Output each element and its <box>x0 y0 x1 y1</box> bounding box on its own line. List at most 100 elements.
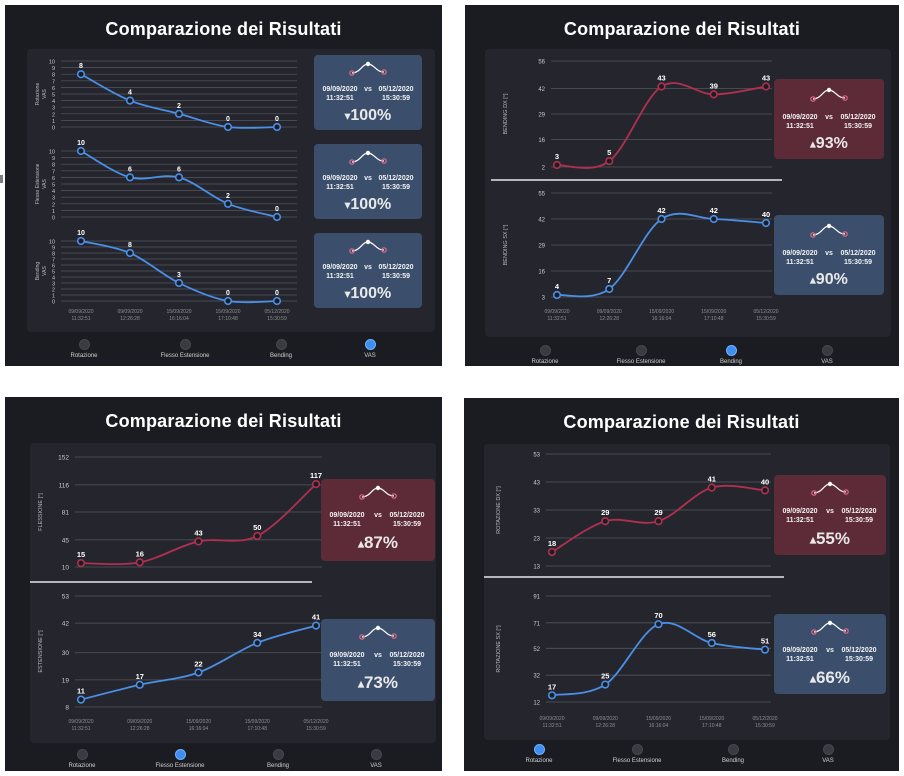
data-point[interactable] <box>605 157 614 166</box>
y-axis-label: VAS <box>42 266 48 276</box>
data-point[interactable] <box>657 82 666 91</box>
data-point[interactable] <box>76 70 86 79</box>
comparison-card[interactable]: 09/09/2020 11:32:51 vs 05/12/2020 15:30:59 ▴9… <box>774 215 884 295</box>
data-point[interactable] <box>311 480 321 489</box>
data-point[interactable] <box>253 531 262 541</box>
comparison-card[interactable]: 09/09/2020 11:32:51 vs 05/12/2020 15:30:59 ▴7… <box>321 619 435 701</box>
tab-bending[interactable]: Bending <box>693 744 773 764</box>
data-label: 41 <box>312 613 320 622</box>
data-point[interactable] <box>272 296 282 306</box>
percent-change: ▾100% <box>314 196 422 214</box>
data-point[interactable] <box>174 278 184 288</box>
tab-bar: Rotazione Flesso Estensione Bending VAS <box>5 339 442 366</box>
data-point[interactable] <box>174 109 184 118</box>
data-point[interactable] <box>311 621 321 630</box>
x-tick-label: 15/09/2020 <box>701 309 726 315</box>
tab-bending[interactable]: Bending <box>691 345 771 365</box>
data-point[interactable] <box>272 212 282 222</box>
data-point[interactable] <box>601 680 610 689</box>
data-point[interactable] <box>253 638 262 647</box>
tab-label: VAS <box>822 758 834 764</box>
data-point[interactable] <box>761 218 771 228</box>
y-tick-label: 7 <box>52 169 55 175</box>
x-tick-label: 15/09/2020 <box>649 309 674 315</box>
tab-bending[interactable]: Bending <box>238 749 318 769</box>
comparison-card[interactable]: 09/09/2020 11:32:51 vs 05/12/2020 15:30:59 ▴6… <box>774 614 886 694</box>
percent-change: ▾100% <box>314 107 422 125</box>
comparison-card[interactable]: 09/09/2020 11:32:51 vs 05/12/2020 15:30:59 ▾1… <box>314 233 422 308</box>
tab-rotazione[interactable]: Rotazione <box>505 345 585 365</box>
data-point[interactable] <box>760 645 770 654</box>
x-tick-label: 17:10:48 <box>702 723 722 729</box>
data-point[interactable] <box>223 122 233 132</box>
data-point[interactable] <box>174 173 184 182</box>
to-time: 15:30:59 <box>844 517 874 524</box>
tab-rotazione[interactable]: Rotazione <box>44 339 124 359</box>
data-point[interactable] <box>707 638 716 648</box>
arrow-up-icon: ▴ <box>810 671 816 686</box>
y-tick-label: 10 <box>49 60 55 66</box>
data-point[interactable] <box>76 146 86 156</box>
tab-flesso-estensione[interactable]: Flesso Estensione <box>145 339 225 359</box>
data-point[interactable] <box>223 199 233 208</box>
data-point[interactable] <box>709 90 718 99</box>
trend-icon <box>349 239 387 254</box>
tab-flesso-estensione[interactable]: Flesso Estensione <box>597 744 677 764</box>
data-point[interactable] <box>657 214 666 224</box>
comparison-card[interactable]: 09/09/2020 11:32:51 vs 05/12/2020 15:30:59 ▾1… <box>314 55 422 130</box>
comparison-card[interactable]: 09/09/2020 11:32:51 vs 05/12/2020 15:30:59 ▴5… <box>774 475 886 555</box>
y-axis-label: ESTENSIONE [°] <box>38 630 44 673</box>
data-point[interactable] <box>547 547 557 557</box>
from-time: 11:32:51 <box>786 656 814 663</box>
x-axis: 09/09/202011:32:5109/09/202012:26:2815/0… <box>539 716 777 729</box>
tab-flesso-estensione[interactable]: Flesso Estensione <box>140 749 220 769</box>
data-point[interactable] <box>552 290 562 300</box>
tab-vas[interactable]: VAS <box>787 345 867 365</box>
tab-vas[interactable]: VAS <box>330 339 410 359</box>
data-point[interactable] <box>135 680 144 689</box>
tab-rotazione[interactable]: Rotazione <box>42 749 122 769</box>
data-label: 4 <box>128 90 132 97</box>
data-point[interactable] <box>194 668 203 677</box>
data-point[interactable] <box>552 160 562 170</box>
from-date: 09/09/2020 <box>329 652 365 659</box>
tab-vas[interactable]: VAS <box>788 744 868 764</box>
comparison-card[interactable]: 09/09/2020 11:32:51 vs 05/12/2020 15:30:59 ▾1… <box>314 144 422 219</box>
data-point[interactable] <box>125 173 135 182</box>
data-point[interactable] <box>76 236 86 246</box>
x-tick-label: 05/12/2020 <box>303 719 328 725</box>
data-point[interactable] <box>194 537 203 546</box>
comparison-card[interactable]: 09/09/2020 11:32:51 vs 05/12/2020 15:30:59 ▴9… <box>774 79 884 159</box>
data-point[interactable] <box>135 558 144 567</box>
chart-7: 13 23 33 43 53 ROTAZIONE DX [°] 18 29 29 41 40 <box>496 453 771 571</box>
panel-title: Comparazione dei Risultati <box>105 411 342 431</box>
data-point[interactable] <box>654 517 663 526</box>
data-point[interactable] <box>601 517 610 526</box>
data-point[interactable] <box>709 214 718 224</box>
data-point[interactable] <box>76 559 86 568</box>
y-tick-label: 42 <box>62 621 70 628</box>
data-point[interactable] <box>760 486 770 495</box>
trend-icon <box>349 61 387 76</box>
tab-vas[interactable]: VAS <box>336 749 416 769</box>
data-point[interactable] <box>761 82 771 91</box>
data-point[interactable] <box>125 96 135 105</box>
chart-3: 2 16 29 42 56 BENDING DX [°] 3 5 43 39 43 <box>503 60 772 172</box>
tab-bending[interactable]: Bending <box>241 339 321 359</box>
data-point[interactable] <box>547 691 557 700</box>
data-point[interactable] <box>125 248 135 258</box>
y-tick-label: 19 <box>62 677 70 684</box>
data-label: 25 <box>601 672 609 681</box>
comparison-card[interactable]: 09/09/2020 11:32:51 vs 05/12/2020 15:30:59 ▴8… <box>321 479 435 561</box>
data-point[interactable] <box>223 296 233 306</box>
data-point[interactable] <box>605 284 614 294</box>
data-point[interactable] <box>272 122 282 132</box>
tab-rotazione[interactable]: Rotazione <box>499 744 579 764</box>
vs-label: vs <box>826 508 834 515</box>
data-point[interactable] <box>707 483 716 492</box>
tab-flesso-estensione[interactable]: Flesso Estensione <box>601 345 681 365</box>
data-point[interactable] <box>76 695 86 704</box>
to-date: 05/12/2020 <box>841 647 877 654</box>
y-axis-label: Flesso Estensione <box>35 163 41 204</box>
data-point[interactable] <box>654 620 663 629</box>
